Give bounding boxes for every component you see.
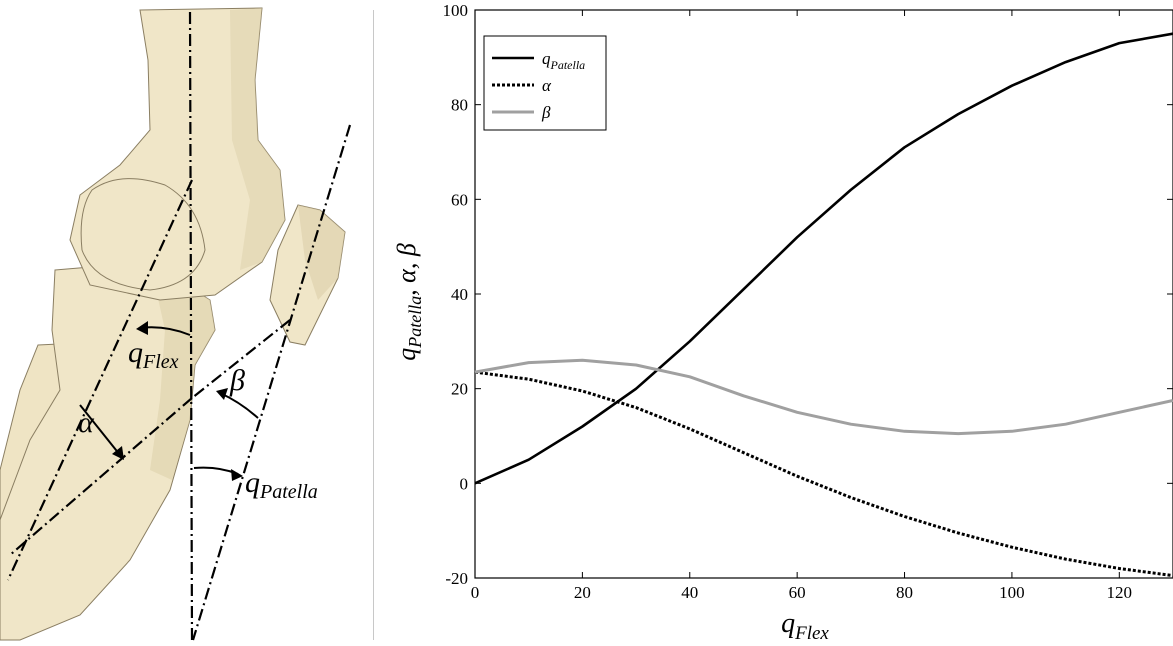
legend-label-2: α — [542, 76, 552, 95]
x-axis-label: qFlex — [781, 608, 829, 644]
flex-angle-label: qFlex — [128, 336, 179, 373]
femur-shadow — [230, 8, 285, 270]
series-line-1 — [474, 32, 1173, 485]
patella-axis-line — [191, 124, 352, 641]
legend: qPatella αβ — [483, 35, 607, 131]
patella-arrowhead — [231, 469, 243, 481]
y-tick-label: 80 — [451, 96, 468, 115]
x-tick-label: 20 — [574, 583, 591, 602]
y-tick-label: -20 — [445, 569, 468, 588]
panel-divider — [373, 10, 374, 640]
beta-arrowhead — [216, 388, 228, 400]
y-axis-label: qPatella, α, β — [392, 243, 425, 361]
y-tick-label: 40 — [451, 285, 468, 304]
patella-shadow — [298, 205, 345, 300]
legend-box — [483, 35, 607, 131]
femur-condyle-outline — [80, 178, 206, 291]
x-tick-label: 80 — [896, 583, 913, 602]
alpha-label: α — [78, 406, 95, 439]
x-tick-label: 120 — [1107, 583, 1133, 602]
beta-label: β — [229, 364, 245, 397]
y-tick-label: 20 — [451, 380, 468, 399]
knee-illustration: qFlex α β qPatella — [0, 7, 352, 643]
patella-angle-label: qPatella — [245, 466, 318, 503]
legend-label-1: qPatella — [542, 49, 585, 72]
legend-label-3: β — [541, 103, 551, 122]
x-tick-label: 60 — [789, 583, 806, 602]
flex-arrowhead — [136, 321, 148, 335]
series-lines — [474, 32, 1173, 578]
series-line-3 — [474, 358, 1173, 436]
patellar-ligament-line — [191, 319, 291, 399]
x-tick-label: 40 — [681, 583, 698, 602]
tibia-crest-line — [9, 397, 193, 556]
x-tick-label: 0 — [471, 583, 480, 602]
y-tick-label: 60 — [451, 190, 468, 209]
series-line-2 — [474, 370, 1173, 578]
tibia-axis-line — [7, 179, 193, 581]
alpha-arrowhead — [112, 446, 124, 460]
y-tick-label: 100 — [443, 1, 469, 20]
alpha-angle-arc — [79, 404, 121, 456]
femur-axis-line — [188, 11, 194, 643]
x-tick-label: 100 — [999, 583, 1025, 602]
tibia-shadow — [150, 262, 215, 480]
y-tick-label: 0 — [460, 474, 469, 493]
